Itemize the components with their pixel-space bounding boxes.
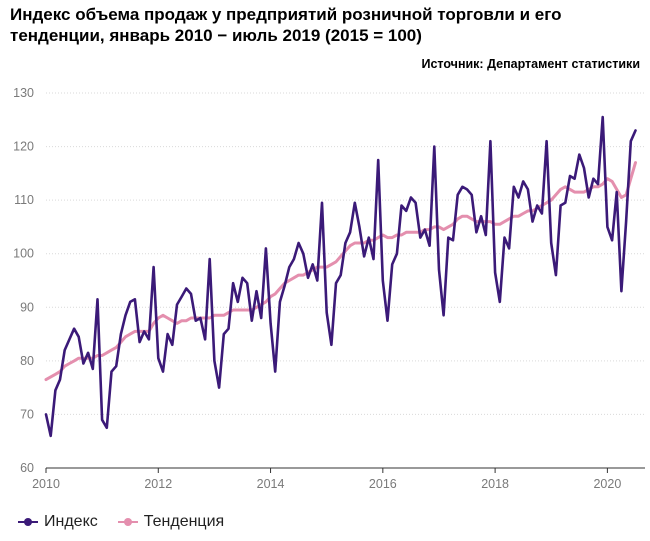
y-axis: 60 70 80 90 100 110 120 130 xyxy=(13,86,34,475)
grid-lines xyxy=(46,92,645,415)
x-tick-label: 2012 xyxy=(144,477,172,491)
legend-label-index: Индекс xyxy=(44,513,98,530)
source-note: Источник: Департамент статистики xyxy=(421,57,640,71)
x-tick-label: 2016 xyxy=(369,477,397,491)
series-group xyxy=(44,115,637,438)
y-tick-label: 80 xyxy=(20,354,34,368)
legend-swatch-index xyxy=(18,516,38,528)
legend-item-trend[interactable]: Тенденция xyxy=(117,513,225,531)
chart-title: Индекс объема продаж у предприятий розни… xyxy=(10,5,562,45)
y-tick-label: 90 xyxy=(20,300,34,314)
series-line-index xyxy=(44,115,637,438)
legend-label-trend: Тенденция xyxy=(143,513,225,530)
x-axis: 2010 2012 2014 2016 2018 2020 xyxy=(32,467,645,491)
x-tick-label: 2014 xyxy=(257,477,285,491)
y-tick-label: 130 xyxy=(13,86,34,100)
x-tick-label: 2018 xyxy=(481,477,509,491)
legend-swatch-trend xyxy=(117,516,138,528)
legend: Индекс Тенденция xyxy=(18,513,244,531)
y-tick-label: 120 xyxy=(13,140,34,154)
x-tick-label: 2020 xyxy=(593,477,621,491)
y-tick-label: 70 xyxy=(20,407,34,421)
legend-item-index[interactable]: Индекс xyxy=(18,513,98,531)
y-tick-label: 60 xyxy=(20,461,34,475)
y-tick-label: 110 xyxy=(14,193,34,207)
x-tick-label: 2010 xyxy=(32,477,60,491)
y-tick-label: 100 xyxy=(13,247,34,261)
